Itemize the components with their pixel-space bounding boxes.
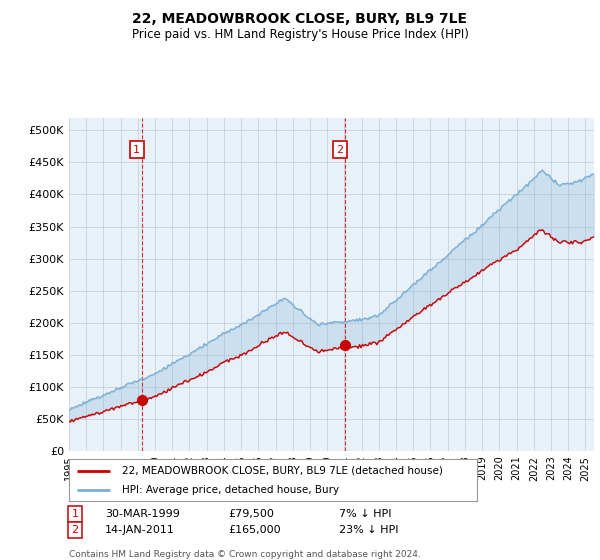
Text: 14-JAN-2011: 14-JAN-2011: [105, 525, 175, 535]
Text: 7% ↓ HPI: 7% ↓ HPI: [339, 509, 391, 519]
Text: Price paid vs. HM Land Registry's House Price Index (HPI): Price paid vs. HM Land Registry's House …: [131, 28, 469, 41]
Text: 23% ↓ HPI: 23% ↓ HPI: [339, 525, 398, 535]
Text: £79,500: £79,500: [228, 509, 274, 519]
Text: 2: 2: [71, 525, 79, 535]
Text: 22, MEADOWBROOK CLOSE, BURY, BL9 7LE: 22, MEADOWBROOK CLOSE, BURY, BL9 7LE: [133, 12, 467, 26]
Text: 1: 1: [71, 509, 79, 519]
Text: £165,000: £165,000: [228, 525, 281, 535]
Text: 30-MAR-1999: 30-MAR-1999: [105, 509, 180, 519]
Text: 1: 1: [133, 144, 140, 155]
Text: HPI: Average price, detached house, Bury: HPI: Average price, detached house, Bury: [122, 485, 339, 495]
Text: 2: 2: [337, 144, 343, 155]
Text: Contains HM Land Registry data © Crown copyright and database right 2024.
This d: Contains HM Land Registry data © Crown c…: [69, 550, 421, 560]
Text: 22, MEADOWBROOK CLOSE, BURY, BL9 7LE (detached house): 22, MEADOWBROOK CLOSE, BURY, BL9 7LE (de…: [122, 465, 443, 475]
